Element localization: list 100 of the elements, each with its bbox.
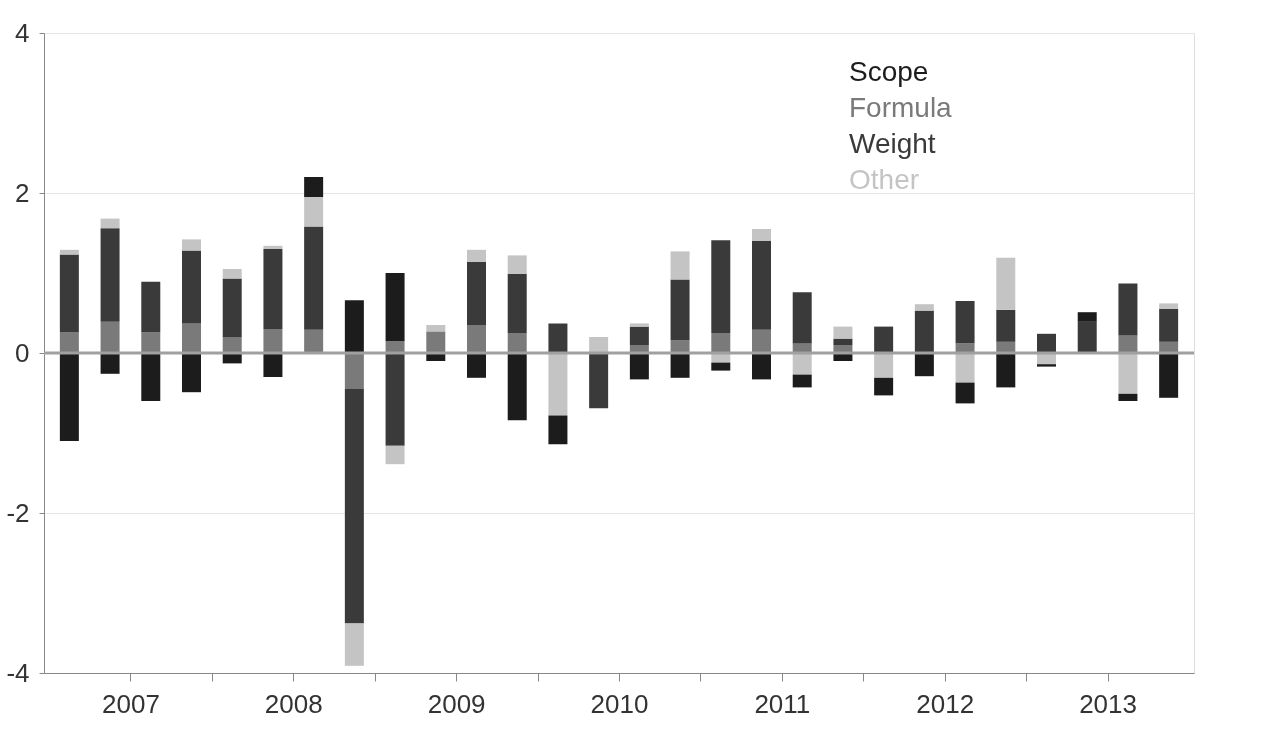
bar [1037, 333, 1056, 353]
bar [100, 228, 120, 322]
bar [304, 329, 324, 353]
bar [752, 329, 771, 353]
bar [792, 353, 812, 375]
bar [629, 323, 649, 327]
text: Formula [849, 91, 953, 123]
bar [629, 326, 649, 345]
bar [59, 353, 79, 441]
bar [507, 353, 527, 421]
bar [100, 353, 120, 374]
bar [833, 326, 853, 339]
bar [711, 333, 731, 353]
x-tick-label: 2013 [1079, 688, 1137, 719]
bar [752, 241, 771, 330]
bar [182, 353, 201, 393]
x-tick-label: 2012 [916, 688, 975, 719]
bar [833, 338, 853, 345]
bar [141, 332, 161, 353]
bar [263, 353, 283, 377]
bar [385, 353, 405, 446]
bar [467, 249, 486, 262]
y-tick-label: -4 [6, 657, 30, 688]
bar [344, 623, 364, 666]
bar [304, 197, 324, 227]
bar [182, 239, 201, 251]
bar [548, 323, 568, 353]
bar [1159, 309, 1179, 342]
y-tick-label: 0 [15, 337, 30, 368]
bar [1118, 393, 1138, 401]
bar [752, 229, 771, 241]
bar [914, 310, 934, 353]
bar [548, 415, 568, 445]
x-tick-label: 2007 [102, 688, 160, 719]
bar [304, 226, 324, 330]
bar [263, 329, 283, 353]
bar [141, 353, 161, 401]
bar [467, 261, 486, 325]
bar [955, 301, 975, 344]
text: Weight [849, 127, 936, 159]
bar [141, 281, 161, 333]
bar [100, 218, 120, 229]
text: Scope [849, 55, 929, 87]
bar [304, 177, 324, 197]
bar [955, 343, 975, 353]
bar [263, 245, 283, 249]
bar [507, 273, 527, 333]
bar [467, 325, 486, 353]
bar [1077, 321, 1097, 353]
bar [589, 337, 609, 353]
bar [874, 326, 894, 353]
x-tick-label: 2011 [754, 688, 811, 719]
y-tick-label: -2 [6, 497, 30, 528]
bar [426, 325, 446, 332]
bar [59, 332, 79, 353]
bar [222, 278, 242, 337]
bar [914, 353, 934, 377]
bar [629, 353, 649, 380]
bar [59, 249, 79, 255]
bar [344, 300, 364, 353]
bar [1159, 353, 1179, 398]
bar [711, 240, 731, 333]
bar [182, 323, 201, 353]
bar [222, 337, 242, 353]
bar [914, 304, 934, 311]
bar [182, 250, 201, 324]
bar [1077, 312, 1097, 322]
text: Other [849, 163, 920, 195]
bar [385, 445, 405, 465]
bar [792, 374, 812, 388]
bar [752, 353, 771, 380]
bar [955, 382, 975, 404]
bar [1159, 303, 1179, 309]
bar [263, 249, 283, 329]
bar [344, 389, 364, 624]
bar [385, 273, 405, 341]
bar [670, 251, 690, 280]
y-tick-label: 4 [15, 17, 30, 48]
bar [996, 353, 1016, 388]
bar [426, 331, 446, 353]
bar [1118, 353, 1138, 394]
bar [507, 255, 527, 274]
bar [507, 333, 527, 353]
bar [589, 353, 609, 409]
bar [385, 341, 405, 353]
bar [792, 343, 812, 353]
bar [792, 292, 812, 344]
x-tick-label: 2010 [590, 688, 649, 719]
bar [222, 269, 242, 279]
bar [670, 279, 690, 341]
bar [874, 377, 894, 396]
y-tick-label: 2 [15, 177, 30, 208]
bar [59, 254, 79, 333]
bar [874, 353, 894, 378]
bar [955, 353, 975, 383]
bar [100, 321, 120, 353]
bar [670, 340, 690, 353]
bar [1037, 364, 1056, 367]
bar [1118, 283, 1138, 336]
bar [467, 353, 486, 378]
